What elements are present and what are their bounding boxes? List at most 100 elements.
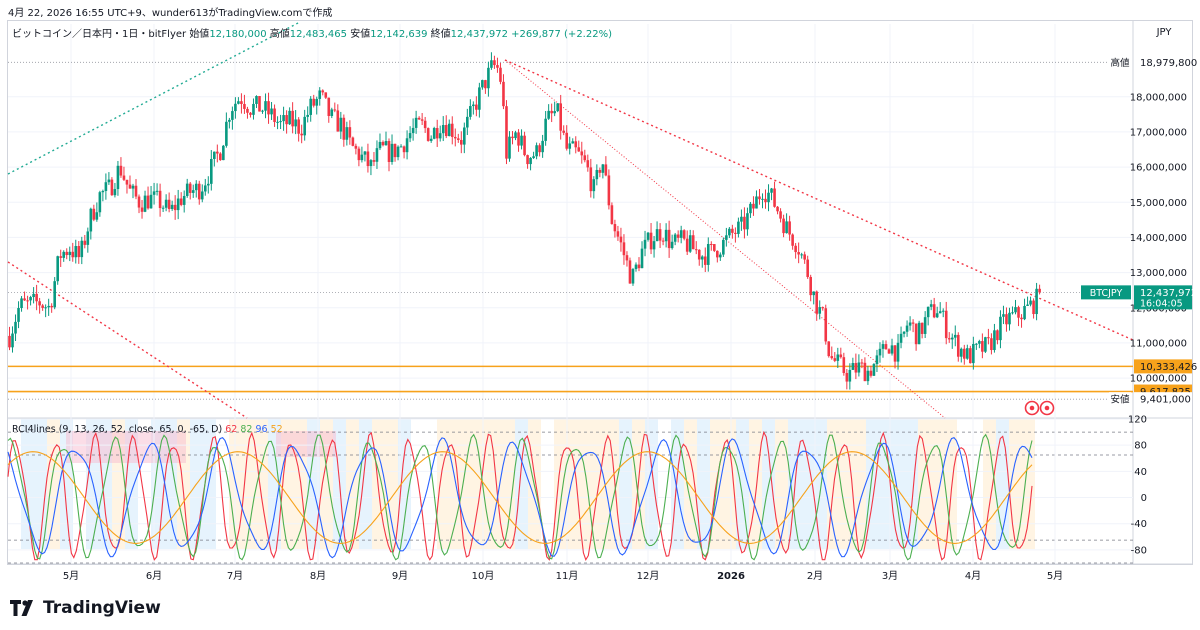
price-tick-label: 14,000,000 — [1130, 233, 1187, 244]
candle-body — [881, 344, 885, 349]
candle-body — [366, 151, 370, 167]
rci-line-short — [7, 430, 1033, 561]
candle-body — [484, 80, 487, 89]
candle-body — [728, 228, 731, 236]
rci-tick-label: 120 — [1128, 415, 1147, 426]
candle-body — [188, 183, 192, 193]
candle-body — [670, 241, 674, 249]
tradingview-logo-icon — [10, 600, 33, 616]
candle-body — [966, 348, 969, 359]
candle-body — [616, 231, 620, 237]
candle-body — [1005, 314, 1008, 325]
candle-body — [363, 151, 367, 155]
candle-body — [414, 117, 418, 128]
candle-body — [357, 148, 361, 161]
candle-body — [1020, 317, 1023, 320]
candle-body — [487, 67, 490, 89]
candle-body — [194, 183, 198, 191]
candle-body — [1011, 312, 1014, 314]
close-value: 12,437,972 — [450, 29, 508, 40]
candle-body — [589, 167, 593, 192]
candle-body — [137, 196, 141, 208]
candle-body — [731, 228, 734, 233]
candle-body — [348, 127, 352, 138]
candle-body — [411, 127, 415, 134]
candle-body — [514, 132, 517, 139]
rci-title[interactable]: RCI4lines (9, 13, 26, 52, close, 65, 0, … — [12, 424, 223, 435]
candle-body — [423, 120, 427, 129]
candle-body — [116, 165, 120, 190]
candle-body — [104, 182, 108, 191]
candle-body — [237, 101, 240, 104]
candle-body — [185, 183, 189, 196]
candle-body — [197, 183, 201, 200]
candle-body — [749, 203, 752, 214]
candle-body — [276, 121, 279, 123]
candle-body — [216, 151, 219, 154]
candle-body — [625, 255, 629, 261]
candle-body — [553, 111, 556, 114]
candle-body — [330, 109, 334, 116]
candle-body — [228, 119, 231, 122]
candle-body — [978, 341, 981, 344]
candle-body — [402, 146, 406, 153]
candle-body — [758, 196, 761, 200]
candle-body — [393, 143, 397, 158]
candle-body — [773, 188, 776, 207]
candle-body — [941, 310, 945, 312]
rci-zone — [606, 419, 619, 549]
candle-body — [176, 198, 180, 211]
candle-body — [306, 114, 309, 117]
candle-body — [996, 330, 999, 341]
candle-body — [426, 128, 430, 141]
candle-body — [493, 60, 496, 66]
candle-body — [143, 195, 147, 212]
candle-body — [959, 348, 963, 357]
time-tick-label: 7月 — [227, 570, 243, 582]
candle-body — [496, 65, 499, 68]
candle-body — [164, 199, 168, 208]
candle-body — [429, 138, 433, 141]
candle-body — [869, 370, 873, 376]
candle-body — [547, 110, 550, 119]
candle-body — [661, 240, 665, 242]
candle-body — [32, 293, 35, 298]
candle-body — [149, 194, 153, 209]
replay-icon[interactable] — [1024, 400, 1055, 416]
candle-body — [173, 204, 177, 211]
rci-overbought-zone — [276, 431, 336, 457]
candle-body — [327, 97, 331, 116]
brand[interactable]: TradingView — [10, 598, 161, 618]
rci-zone — [567, 419, 580, 549]
candle-body — [463, 127, 466, 145]
rci-zone — [1022, 419, 1035, 549]
candle-body — [890, 345, 894, 354]
rci-legend: RCI4lines (9, 13, 26, 52, close, 65, 0, … — [12, 424, 283, 435]
trend-line — [7, 261, 248, 419]
candle-body — [875, 355, 879, 365]
candle-body — [71, 251, 75, 258]
candle-body — [580, 151, 584, 156]
candle-body — [604, 164, 608, 176]
candle-body — [963, 348, 966, 359]
price-badge-value: 12,437,972 — [1140, 288, 1197, 299]
rci-zone — [502, 419, 515, 549]
candle-body — [1035, 288, 1038, 315]
rci-tick-label: -80 — [1131, 545, 1147, 556]
candle-body — [743, 216, 746, 230]
candle-body — [288, 110, 291, 125]
candle-body — [950, 337, 954, 340]
symbol-name[interactable]: ビットコイン／日本円・1日・bitFlyer — [12, 29, 187, 40]
low-value: 12,142,639 — [370, 29, 428, 40]
candle-body — [267, 101, 270, 115]
currency-label[interactable]: JPY — [1156, 27, 1172, 38]
candle-body — [746, 213, 749, 230]
rci-value-3: 96 — [255, 424, 268, 435]
candle-body — [26, 300, 29, 302]
candle-body — [848, 369, 852, 382]
candle-body — [697, 249, 701, 260]
rci-zone — [411, 419, 424, 549]
candle-body — [920, 322, 924, 334]
candle-body — [842, 357, 846, 373]
